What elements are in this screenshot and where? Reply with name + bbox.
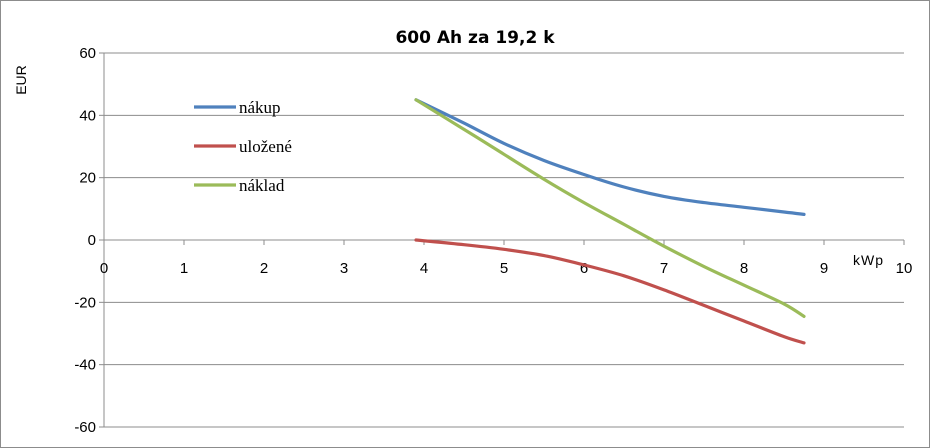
- chart-title: 600 Ah za 19,2 k: [395, 28, 555, 48]
- x-axis-label: kWp: [853, 252, 884, 268]
- legend-label: náklad: [239, 176, 285, 195]
- axes: [99, 52, 905, 428]
- series-lines: [414, 98, 806, 345]
- series-line: [414, 98, 806, 216]
- x-tick-label: 7: [660, 260, 668, 277]
- legend-label: uložené: [239, 137, 292, 156]
- series-line: [414, 98, 806, 318]
- x-tick-label: 5: [500, 260, 508, 277]
- x-tick-label: 6: [580, 260, 588, 277]
- y-tick-label: -60: [74, 419, 96, 436]
- legend: nákup uložené náklad: [194, 98, 292, 195]
- y-axis-label: EUR: [13, 65, 29, 95]
- y-tick-label: 0: [88, 232, 96, 249]
- x-tick-label: 4: [420, 260, 428, 277]
- y-tick-label: -20: [74, 294, 96, 311]
- x-tick-label: 1: [180, 260, 188, 277]
- y-tick-label: -40: [74, 357, 96, 374]
- legend-label: nákup: [239, 98, 281, 117]
- x-tick-label: 2: [260, 260, 268, 277]
- x-tick-label: 3: [340, 260, 348, 277]
- x-tick-label: 8: [740, 260, 748, 277]
- y-tick-label: 40: [79, 107, 96, 124]
- x-tick-label: 10: [896, 260, 913, 277]
- y-tick-label: 60: [79, 45, 96, 62]
- x-tick-label: 0: [100, 260, 108, 277]
- series-line: [414, 238, 806, 345]
- y-tick-label: 20: [79, 170, 96, 187]
- gridlines: [104, 52, 904, 428]
- x-tick-label: 9: [820, 260, 828, 277]
